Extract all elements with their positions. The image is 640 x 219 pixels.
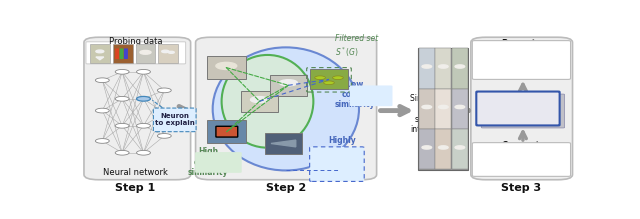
FancyBboxPatch shape xyxy=(86,42,186,64)
Circle shape xyxy=(96,50,104,53)
Circle shape xyxy=(168,51,174,53)
FancyBboxPatch shape xyxy=(207,56,246,79)
Circle shape xyxy=(279,80,298,86)
Circle shape xyxy=(422,105,431,109)
Circle shape xyxy=(95,78,109,83)
FancyBboxPatch shape xyxy=(241,91,278,112)
Circle shape xyxy=(162,50,169,53)
Circle shape xyxy=(115,69,129,74)
Text: Step 1: Step 1 xyxy=(115,183,156,193)
FancyBboxPatch shape xyxy=(452,48,468,88)
Text: Filtered set
$S^*(G)$: Filtered set $S^*(G)$ xyxy=(335,34,379,59)
Text: Single image
of inputs
sharing an
interpretable
concept: Single image of inputs sharing an interp… xyxy=(410,94,460,144)
Circle shape xyxy=(136,150,150,155)
Polygon shape xyxy=(96,57,104,60)
Circle shape xyxy=(315,76,325,79)
FancyBboxPatch shape xyxy=(310,69,348,89)
Text: "White things": "White things" xyxy=(496,156,547,162)
FancyBboxPatch shape xyxy=(196,37,376,180)
Text: Probing data: Probing data xyxy=(109,37,163,46)
FancyBboxPatch shape xyxy=(435,129,451,170)
FancyBboxPatch shape xyxy=(350,85,392,106)
Text: MLLM: MLLM xyxy=(497,97,545,112)
Circle shape xyxy=(157,134,172,138)
Text: Concept: Concept xyxy=(502,141,541,150)
Text: Prompts: Prompts xyxy=(502,39,541,48)
Text: Neuron
to explain: Neuron to explain xyxy=(155,113,195,126)
Circle shape xyxy=(455,105,465,109)
FancyBboxPatch shape xyxy=(419,48,468,170)
FancyBboxPatch shape xyxy=(113,44,132,63)
Circle shape xyxy=(438,105,448,109)
Text: Neural network: Neural network xyxy=(103,168,168,177)
FancyBboxPatch shape xyxy=(472,41,570,79)
FancyBboxPatch shape xyxy=(195,152,242,173)
FancyBboxPatch shape xyxy=(136,44,156,63)
FancyBboxPatch shape xyxy=(90,44,110,63)
Circle shape xyxy=(422,146,431,149)
FancyBboxPatch shape xyxy=(124,48,128,59)
Text: Low
cosine
similarity: Low cosine similarity xyxy=(335,80,376,110)
Circle shape xyxy=(136,69,150,74)
FancyBboxPatch shape xyxy=(481,94,564,128)
FancyBboxPatch shape xyxy=(115,48,119,59)
FancyBboxPatch shape xyxy=(419,89,435,129)
Circle shape xyxy=(422,65,431,68)
FancyBboxPatch shape xyxy=(120,48,124,59)
Circle shape xyxy=(438,146,448,149)
FancyBboxPatch shape xyxy=(154,108,196,132)
FancyBboxPatch shape xyxy=(452,89,468,129)
FancyBboxPatch shape xyxy=(435,89,451,129)
FancyBboxPatch shape xyxy=(310,147,364,181)
Ellipse shape xyxy=(221,55,314,148)
Text: Step 2: Step 2 xyxy=(266,183,306,193)
Circle shape xyxy=(250,97,269,103)
FancyBboxPatch shape xyxy=(207,120,246,143)
FancyBboxPatch shape xyxy=(419,48,435,88)
Circle shape xyxy=(438,65,448,68)
Text: "What is the visual concept
depicted? [...]": "What is the visual concept depicted? [.… xyxy=(476,54,567,68)
FancyBboxPatch shape xyxy=(216,126,237,137)
Circle shape xyxy=(216,62,237,69)
Circle shape xyxy=(455,65,465,68)
FancyBboxPatch shape xyxy=(419,129,435,170)
Ellipse shape xyxy=(212,47,359,170)
Text: Step 3: Step 3 xyxy=(501,183,541,193)
Circle shape xyxy=(455,146,465,149)
FancyBboxPatch shape xyxy=(435,48,451,88)
Polygon shape xyxy=(271,140,296,147)
Circle shape xyxy=(115,150,129,155)
FancyBboxPatch shape xyxy=(84,37,191,180)
FancyBboxPatch shape xyxy=(265,133,301,154)
Circle shape xyxy=(157,111,172,115)
Circle shape xyxy=(157,88,172,93)
FancyBboxPatch shape xyxy=(476,92,559,125)
Circle shape xyxy=(140,50,151,54)
Circle shape xyxy=(136,124,150,128)
Text: Highly
activated
inputs
$E_f(\mu)$: Highly activated inputs $E_f(\mu)$ xyxy=(321,136,362,181)
Circle shape xyxy=(115,124,129,128)
Circle shape xyxy=(324,81,334,85)
Circle shape xyxy=(115,96,129,101)
Circle shape xyxy=(333,76,343,79)
Circle shape xyxy=(95,108,109,113)
Circle shape xyxy=(95,139,109,143)
Circle shape xyxy=(136,96,150,101)
FancyBboxPatch shape xyxy=(452,129,468,170)
FancyBboxPatch shape xyxy=(270,75,307,96)
Text: High
cosine
similarity: High cosine similarity xyxy=(188,147,228,177)
FancyBboxPatch shape xyxy=(158,44,178,63)
FancyBboxPatch shape xyxy=(472,143,570,176)
FancyBboxPatch shape xyxy=(471,37,573,180)
